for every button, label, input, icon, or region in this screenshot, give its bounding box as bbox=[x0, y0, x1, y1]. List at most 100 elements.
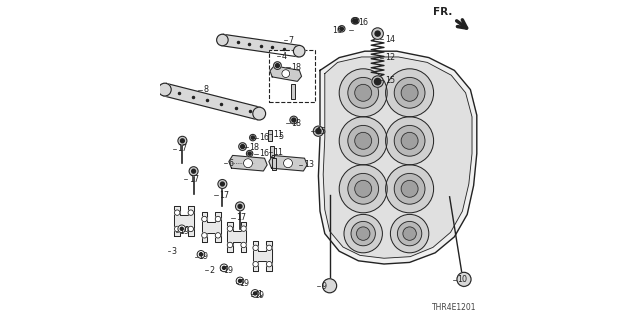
Polygon shape bbox=[227, 222, 246, 252]
Bar bbox=[272, 158, 276, 170]
Circle shape bbox=[192, 169, 196, 173]
Text: 9: 9 bbox=[322, 282, 327, 291]
Circle shape bbox=[385, 165, 434, 213]
Circle shape bbox=[292, 118, 296, 122]
Circle shape bbox=[253, 107, 266, 120]
Circle shape bbox=[372, 28, 383, 39]
Circle shape bbox=[220, 264, 228, 272]
Circle shape bbox=[293, 45, 305, 57]
Circle shape bbox=[339, 165, 387, 213]
Circle shape bbox=[339, 117, 387, 165]
Circle shape bbox=[175, 226, 180, 232]
Circle shape bbox=[323, 279, 337, 293]
Circle shape bbox=[202, 216, 207, 222]
Circle shape bbox=[355, 132, 372, 149]
Circle shape bbox=[390, 214, 429, 253]
Text: 11: 11 bbox=[274, 148, 284, 156]
Circle shape bbox=[227, 226, 233, 231]
Circle shape bbox=[348, 125, 379, 156]
Text: 17: 17 bbox=[189, 175, 199, 184]
Circle shape bbox=[239, 143, 246, 150]
Polygon shape bbox=[319, 51, 477, 264]
Text: 16: 16 bbox=[259, 133, 269, 142]
Polygon shape bbox=[270, 66, 301, 81]
Circle shape bbox=[266, 261, 272, 267]
Circle shape bbox=[178, 136, 187, 145]
Text: 16: 16 bbox=[332, 26, 342, 35]
Circle shape bbox=[351, 221, 375, 246]
Circle shape bbox=[218, 180, 227, 188]
Circle shape bbox=[385, 117, 434, 165]
Circle shape bbox=[189, 167, 198, 176]
Text: 6: 6 bbox=[229, 159, 234, 168]
Circle shape bbox=[227, 242, 233, 248]
Text: 19: 19 bbox=[223, 266, 233, 275]
Circle shape bbox=[353, 19, 356, 22]
Circle shape bbox=[252, 136, 255, 139]
Text: 12: 12 bbox=[385, 53, 395, 62]
Text: THR4E1201: THR4E1201 bbox=[432, 303, 477, 312]
Text: 3: 3 bbox=[172, 247, 176, 256]
Circle shape bbox=[275, 64, 280, 68]
Circle shape bbox=[215, 216, 221, 222]
Circle shape bbox=[401, 84, 418, 101]
Circle shape bbox=[250, 134, 256, 141]
Text: 11: 11 bbox=[274, 130, 284, 139]
Circle shape bbox=[241, 226, 246, 231]
Circle shape bbox=[175, 210, 180, 215]
Circle shape bbox=[274, 62, 282, 69]
Text: 15: 15 bbox=[385, 76, 395, 84]
Circle shape bbox=[401, 132, 418, 149]
Circle shape bbox=[236, 202, 244, 211]
Text: 17: 17 bbox=[178, 144, 188, 153]
Circle shape bbox=[188, 210, 193, 215]
Circle shape bbox=[188, 226, 193, 232]
Text: 19: 19 bbox=[239, 279, 250, 288]
Text: 5: 5 bbox=[278, 132, 284, 140]
Text: 19: 19 bbox=[254, 292, 264, 300]
Polygon shape bbox=[229, 156, 267, 171]
Circle shape bbox=[372, 76, 383, 87]
Text: 17: 17 bbox=[219, 191, 229, 200]
Text: 17: 17 bbox=[236, 213, 246, 222]
Text: 19: 19 bbox=[179, 228, 189, 236]
Circle shape bbox=[241, 242, 246, 248]
Bar bbox=[268, 130, 272, 141]
Circle shape bbox=[339, 69, 387, 117]
Circle shape bbox=[314, 126, 323, 136]
Text: 15: 15 bbox=[316, 127, 326, 136]
Circle shape bbox=[200, 253, 202, 256]
Circle shape bbox=[180, 139, 184, 143]
Circle shape bbox=[223, 266, 225, 269]
Text: 1: 1 bbox=[258, 290, 262, 299]
Circle shape bbox=[355, 180, 372, 197]
Polygon shape bbox=[269, 156, 307, 171]
Polygon shape bbox=[221, 34, 300, 57]
Text: 8: 8 bbox=[204, 85, 208, 94]
Circle shape bbox=[238, 204, 242, 208]
Text: 4: 4 bbox=[282, 52, 287, 60]
Circle shape bbox=[401, 180, 418, 197]
Circle shape bbox=[316, 129, 321, 134]
Circle shape bbox=[344, 214, 383, 253]
Circle shape bbox=[394, 77, 425, 108]
Circle shape bbox=[220, 182, 225, 186]
Circle shape bbox=[348, 173, 379, 204]
Text: 16: 16 bbox=[259, 149, 269, 158]
Polygon shape bbox=[175, 206, 193, 236]
Text: 2: 2 bbox=[210, 266, 215, 275]
Circle shape bbox=[284, 159, 292, 168]
Circle shape bbox=[355, 19, 358, 22]
Circle shape bbox=[385, 69, 434, 117]
Bar bbox=[291, 84, 296, 99]
Circle shape bbox=[253, 261, 259, 267]
Circle shape bbox=[159, 83, 172, 96]
Circle shape bbox=[251, 290, 259, 297]
Circle shape bbox=[239, 279, 241, 283]
Circle shape bbox=[216, 34, 228, 46]
Circle shape bbox=[215, 233, 221, 238]
Text: 13: 13 bbox=[304, 160, 314, 169]
Circle shape bbox=[197, 251, 205, 258]
Circle shape bbox=[266, 245, 272, 251]
Circle shape bbox=[397, 221, 422, 246]
